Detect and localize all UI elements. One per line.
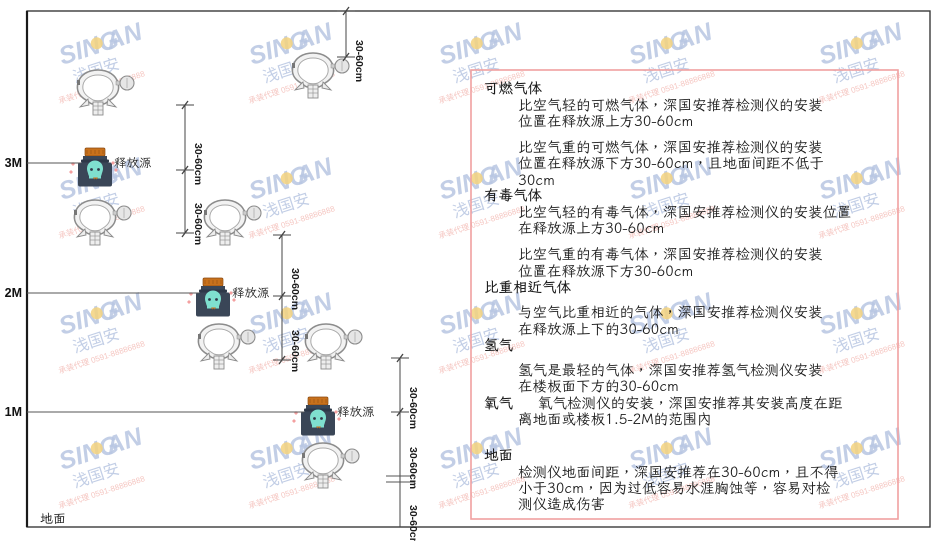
svg-text:释放源: 释放源 <box>114 154 152 171</box>
svg-text:释放源: 释放源 <box>232 284 270 301</box>
svg-text:2M: 2M <box>5 286 22 300</box>
svg-text:1M: 1M <box>5 405 22 419</box>
svg-text:30-60cm: 30-60cm <box>407 387 419 429</box>
svg-text:30-60cm: 30-60cm <box>192 203 204 245</box>
svg-text:30-60cm: 30-60cm <box>192 143 204 185</box>
svg-text:30-60cm: 30-60cm <box>353 40 365 82</box>
svg-text:30-60cm: 30-60cm <box>407 447 419 489</box>
svg-text:30-60cm: 30-60cm <box>407 505 419 541</box>
svg-text:30-60cm: 30-60cm <box>289 330 301 372</box>
svg-text:3M: 3M <box>5 156 22 170</box>
svg-text:30-60cm: 30-60cm <box>289 268 301 310</box>
svg-text:地面: 地面 <box>40 510 66 527</box>
svg-text:释放源: 释放源 <box>337 403 375 420</box>
